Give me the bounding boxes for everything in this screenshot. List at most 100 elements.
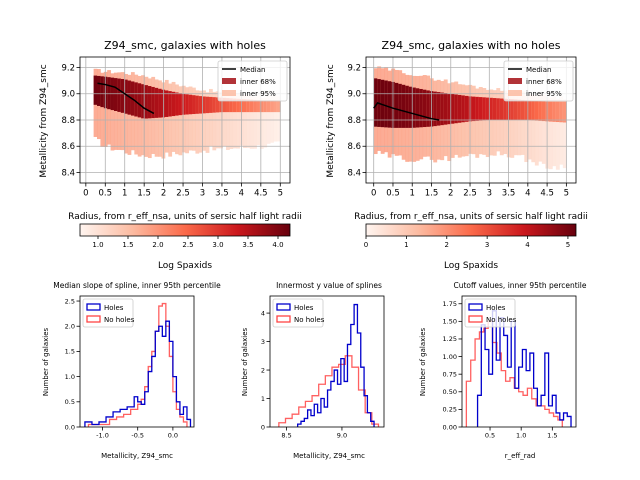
panel-1-inner68-segment bbox=[113, 78, 118, 111]
panel-2-inner68-segment bbox=[447, 93, 452, 125]
panel-1-inner95-segment bbox=[236, 93, 240, 149]
panel-2-inner68-segment bbox=[475, 96, 480, 121]
panel-1-inner68-segment bbox=[188, 94, 193, 115]
panel-2-inner95-segment bbox=[555, 98, 560, 170]
panel-2-inner68-segment bbox=[496, 98, 501, 120]
panel-1-legend-95-swatch bbox=[222, 90, 236, 96]
panel-1-inner95-segment bbox=[113, 72, 118, 150]
panel-2-ytick-label: 9.2 bbox=[347, 63, 361, 73]
panel-1-xtick-label: 4 bbox=[239, 189, 244, 199]
panel-1-inner95-segment bbox=[110, 73, 115, 151]
panel-2-inner68-segment bbox=[440, 92, 445, 126]
panel-5-xlabel: r_eff_rad bbox=[505, 452, 536, 460]
panel-5-ytick-label: 0.75 bbox=[443, 370, 457, 378]
panel-1-ytick-label: 8.8 bbox=[61, 116, 75, 126]
panel-1-inner95-segment bbox=[100, 72, 105, 147]
panel-1-xtick-label: 3 bbox=[200, 189, 205, 199]
panel-5-legend-swatch bbox=[468, 303, 483, 311]
panel-5-axes-frame bbox=[461, 295, 577, 428]
panel-3-legend-swatch bbox=[86, 315, 101, 323]
panel-2-inner68-segment bbox=[541, 101, 546, 122]
panel-2-xtick-label: 1 bbox=[410, 189, 415, 199]
panel-1-colorbar-tick-label: 4.0 bbox=[272, 241, 283, 249]
panel-2-inner68-segment bbox=[534, 100, 539, 121]
panel-1-median-line bbox=[97, 82, 155, 115]
panel-1-colorbar-tick-label: 3.5 bbox=[242, 241, 253, 249]
panel-1-colorbar-tick-label: 1.0 bbox=[92, 241, 103, 249]
panel-1-legend-label: inner 68% bbox=[240, 78, 276, 86]
panel-2-inner68-segment bbox=[555, 101, 560, 123]
panel-4-ylabel: Number of galaxies bbox=[241, 327, 249, 396]
panel-5-xtick-label: 1.5 bbox=[547, 432, 557, 440]
panel-2-legend-95-swatch bbox=[508, 90, 522, 96]
panel-4-xtick-label: 9.0 bbox=[337, 432, 347, 440]
panel-2-colorbar-tick-label: 3 bbox=[485, 241, 489, 249]
panel-3-legend-swatch bbox=[86, 303, 101, 311]
colorbar-1 bbox=[79, 223, 291, 237]
panel-5-ytick-label: 0.25 bbox=[443, 406, 457, 414]
panel-4-legend bbox=[272, 298, 324, 328]
panel-1-inner68-segment bbox=[263, 100, 268, 113]
panel-2-inner95-segment bbox=[489, 89, 494, 156]
panel-4-ytick-label: 1 bbox=[261, 395, 265, 403]
panel-2-xtick-label: 0 bbox=[371, 189, 376, 199]
panel-1-legend-label: Median bbox=[240, 66, 265, 74]
panel-1-inner68-segment bbox=[97, 75, 101, 106]
panel-2-inner68-segment bbox=[531, 100, 536, 121]
panel-2-colorbar-tick-label: 5 bbox=[566, 241, 570, 249]
panel-2-inner95-segment bbox=[492, 90, 497, 156]
panel-1-inner95-segment bbox=[175, 84, 179, 155]
panel-2-inner68-segment bbox=[485, 97, 490, 121]
panel-2-xtick-label: 3.5 bbox=[502, 189, 516, 199]
colorbar-1-label: Log Spaxids bbox=[158, 261, 212, 271]
panel-4-plot-area bbox=[278, 303, 380, 427]
panel-2-inner68-segment bbox=[450, 93, 455, 124]
panel-1-inner68-segment bbox=[219, 97, 223, 113]
panel-1-xtick-label: 1 bbox=[122, 189, 127, 199]
panel-1-inner68-segment bbox=[178, 93, 183, 116]
panel-2-ytick-label: 8.8 bbox=[347, 116, 361, 126]
panel-3-holes-histogram bbox=[84, 320, 192, 427]
panel-3-title: Median slope of spline, inner 95th perce… bbox=[53, 281, 221, 290]
panel-1-inner95-segment bbox=[249, 96, 254, 149]
panel-2-inner95-segment bbox=[562, 98, 567, 169]
panel-3-axes-frame bbox=[79, 295, 195, 428]
panel-1-inner95-segment bbox=[103, 71, 108, 148]
panel-4-holes-histogram bbox=[297, 303, 375, 427]
panel-1-inner68-segment bbox=[103, 76, 108, 109]
panel-1-xlabel: Radius, from r_eff_nsa, units of sersic … bbox=[68, 212, 302, 222]
panel-2-xtick-label: 2.5 bbox=[463, 189, 477, 199]
panel-1-inner68-segment bbox=[242, 99, 247, 113]
panel-2-inner68-segment bbox=[384, 80, 389, 128]
panel-5-xtick-label: 0.5 bbox=[485, 432, 495, 440]
panel-1-inner68-segment bbox=[229, 98, 234, 113]
panel-2-inner68-segment bbox=[461, 95, 466, 123]
panel-1-colorbar-tick-label: 3.0 bbox=[212, 241, 223, 249]
panel-2-inner68-segment bbox=[408, 86, 413, 128]
panel-2-colorbar-tick-label: 4 bbox=[525, 241, 530, 249]
panel-2-inner68-segment bbox=[380, 79, 385, 128]
panel-2-inner68-segment bbox=[489, 97, 494, 120]
panel-2-inner95-segment bbox=[548, 97, 553, 170]
panel-2-inner68-segment bbox=[419, 88, 424, 128]
panel-1-inner68-segment bbox=[205, 96, 210, 114]
panel-2-legend-68-swatch bbox=[508, 78, 522, 84]
panel-1-inner68-segment bbox=[175, 92, 179, 116]
panel-5-ylabel: Number of galaxies bbox=[419, 327, 427, 396]
panel-1-inner95-segment bbox=[181, 85, 186, 153]
panel-1-inner95-segment bbox=[225, 93, 230, 150]
panel-1-inner68-segment bbox=[158, 88, 162, 118]
panel-3-ytick-label: 0.0 bbox=[65, 423, 75, 431]
panel-3-plot-area bbox=[84, 302, 192, 427]
panel-2-inner95-segment bbox=[513, 91, 518, 156]
panel-2-inner95-segment bbox=[499, 90, 504, 156]
panel-1-inner68-segment bbox=[147, 86, 152, 119]
panel-2-inner95-segment bbox=[527, 93, 532, 160]
panel-1-ytick-label: 8.4 bbox=[61, 168, 75, 178]
panel-1-inner95-segment bbox=[212, 91, 217, 151]
panel-5-ytick-label: 1.50 bbox=[443, 318, 457, 326]
panel-2-inner95-segment bbox=[552, 96, 557, 167]
panel-2-inner68-segment bbox=[520, 99, 525, 120]
panel-1-inner68-segment bbox=[137, 83, 142, 118]
panel-2-inner68-segment bbox=[562, 101, 567, 123]
